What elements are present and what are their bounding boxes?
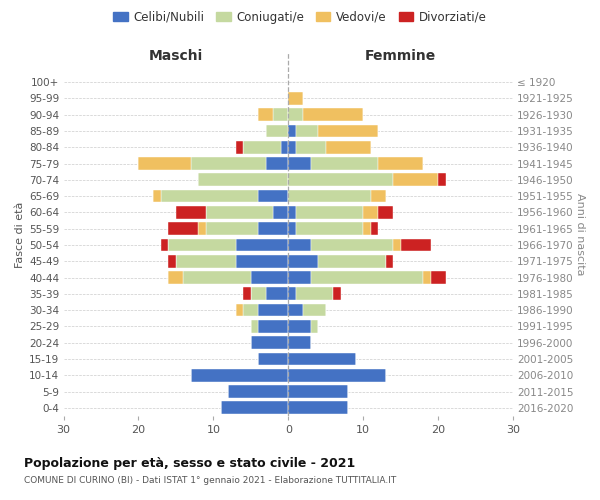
Bar — [296, 288, 333, 300]
Bar — [296, 206, 363, 218]
Bar — [288, 402, 348, 414]
Bar — [251, 320, 259, 332]
Bar — [311, 157, 378, 170]
Y-axis label: Fasce di età: Fasce di età — [15, 201, 25, 268]
Bar — [236, 141, 244, 154]
Bar — [378, 157, 423, 170]
Bar — [288, 108, 303, 121]
Bar — [288, 385, 348, 398]
Text: COMUNE DI CURINO (BI) - Dati ISTAT 1° gennaio 2021 - Elaborazione TUTTITALIA.IT: COMUNE DI CURINO (BI) - Dati ISTAT 1° ge… — [24, 476, 396, 485]
Bar — [288, 255, 318, 268]
Bar — [281, 141, 288, 154]
Bar — [318, 255, 386, 268]
Bar — [333, 288, 341, 300]
Bar — [363, 206, 378, 218]
Bar — [363, 222, 371, 235]
Bar — [273, 108, 288, 121]
Bar — [176, 206, 206, 218]
Bar — [296, 141, 326, 154]
Bar — [229, 385, 288, 398]
Text: Femmine: Femmine — [365, 50, 436, 64]
Bar — [326, 141, 371, 154]
Text: Popolazione per età, sesso e stato civile - 2021: Popolazione per età, sesso e stato civil… — [24, 458, 355, 470]
Bar — [169, 238, 236, 252]
Bar — [169, 222, 199, 235]
Bar — [288, 222, 296, 235]
Bar — [161, 238, 169, 252]
Bar — [288, 92, 303, 104]
Bar — [266, 124, 288, 138]
Bar — [296, 124, 318, 138]
Bar — [184, 271, 251, 284]
Bar — [393, 238, 401, 252]
Bar — [371, 190, 386, 202]
Bar — [139, 157, 191, 170]
Bar — [288, 320, 311, 332]
Bar — [288, 238, 311, 252]
Bar — [431, 271, 446, 284]
Bar — [244, 304, 259, 316]
Bar — [288, 174, 393, 186]
Bar — [318, 124, 378, 138]
Bar — [236, 238, 288, 252]
Bar — [221, 402, 288, 414]
Bar — [288, 352, 356, 366]
Bar — [199, 222, 206, 235]
Bar — [288, 369, 386, 382]
Bar — [288, 271, 311, 284]
Bar — [206, 222, 259, 235]
Bar — [244, 141, 281, 154]
Y-axis label: Anni di nascita: Anni di nascita — [575, 193, 585, 276]
Bar — [199, 174, 288, 186]
Bar — [378, 206, 393, 218]
Bar — [259, 222, 288, 235]
Bar — [169, 255, 176, 268]
Bar — [244, 288, 251, 300]
Bar — [154, 190, 161, 202]
Text: Maschi: Maschi — [149, 50, 203, 64]
Bar — [288, 336, 311, 349]
Bar — [423, 271, 431, 284]
Bar — [251, 336, 288, 349]
Bar — [191, 369, 288, 382]
Bar — [288, 206, 296, 218]
Bar — [266, 288, 288, 300]
Bar — [176, 255, 236, 268]
Bar — [288, 157, 311, 170]
Bar — [191, 157, 266, 170]
Bar — [259, 352, 288, 366]
Bar — [273, 206, 288, 218]
Bar — [206, 206, 273, 218]
Bar — [161, 190, 259, 202]
Bar — [296, 222, 363, 235]
Bar — [259, 108, 273, 121]
Bar — [288, 304, 303, 316]
Bar — [288, 141, 296, 154]
Bar — [401, 238, 431, 252]
Bar — [266, 157, 288, 170]
Bar — [371, 222, 378, 235]
Bar — [251, 288, 266, 300]
Bar — [236, 255, 288, 268]
Bar — [311, 271, 423, 284]
Bar — [259, 320, 288, 332]
Bar — [438, 174, 446, 186]
Bar — [288, 190, 371, 202]
Bar — [169, 271, 184, 284]
Bar — [259, 304, 288, 316]
Bar — [251, 271, 288, 284]
Bar — [386, 255, 393, 268]
Bar — [236, 304, 244, 316]
Bar — [393, 174, 438, 186]
Bar — [311, 320, 318, 332]
Legend: Celibi/Nubili, Coniugati/e, Vedovi/e, Divorziati/e: Celibi/Nubili, Coniugati/e, Vedovi/e, Di… — [109, 6, 491, 28]
Bar — [288, 124, 296, 138]
Bar — [311, 238, 393, 252]
Bar — [288, 288, 296, 300]
Bar — [303, 304, 326, 316]
Bar — [259, 190, 288, 202]
Bar — [303, 108, 363, 121]
